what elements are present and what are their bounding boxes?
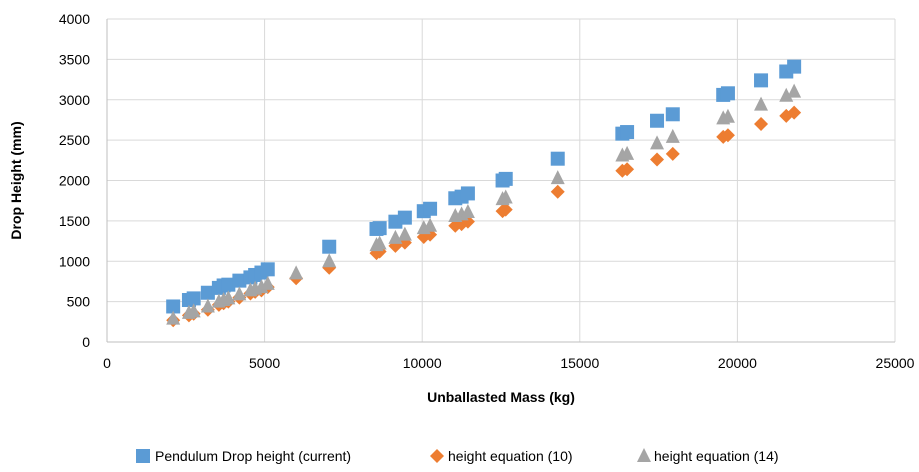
series-square-points [166, 59, 802, 314]
legend-item: Pendulum Drop height (current) [136, 448, 351, 464]
x-tick-label: 25000 [876, 355, 915, 371]
data-point-square [498, 171, 513, 186]
data-point-square [372, 221, 387, 236]
y-tick-labels: 0 500 1000 1500 2000 2500 3000 3500 4000 [59, 11, 90, 350]
data-point-diamond [620, 162, 635, 177]
data-point-square [200, 285, 215, 300]
legend-item: height equation (14) [637, 448, 779, 464]
data-point-triangle [720, 108, 735, 123]
legend-label: height equation (14) [654, 448, 779, 464]
data-point-square [460, 186, 475, 201]
y-tick-label: 2500 [59, 132, 90, 148]
data-point-square [787, 59, 802, 74]
data-point-diamond [787, 105, 802, 120]
legend-marker-diamond [430, 449, 444, 463]
data-point-triangle [221, 290, 236, 305]
data-point-square [550, 151, 565, 166]
legend-item: height equation (10) [430, 448, 573, 464]
data-point-triangle [200, 298, 215, 313]
data-point-triangle [260, 275, 275, 290]
y-tick-label: 4000 [59, 11, 90, 27]
x-tick-label: 20000 [718, 355, 757, 371]
data-point-square [397, 210, 412, 225]
data-point-triangle [166, 310, 181, 325]
y-tick-label: 3500 [59, 51, 90, 67]
data-point-diamond [550, 184, 565, 199]
data-point-triangle [322, 253, 337, 268]
data-point-square [423, 201, 438, 216]
data-point-diamond [754, 116, 769, 131]
legend-label: Pendulum Drop height (current) [155, 448, 351, 464]
data-point-triangle [186, 303, 201, 318]
x-tick-label: 0 [103, 355, 111, 371]
y-tick-label: 2000 [59, 173, 90, 189]
legend-marker-square [136, 449, 150, 463]
x-tick-label: 10000 [403, 355, 442, 371]
y-tick-label: 500 [67, 294, 91, 310]
data-point-triangle [498, 189, 513, 204]
legend-marker-triangle [637, 448, 651, 462]
y-axis-title: Drop Height (mm) [8, 121, 24, 239]
y-tick-label: 0 [82, 334, 90, 350]
data-points [166, 59, 802, 328]
data-point-triangle [372, 235, 387, 250]
data-point-square [232, 273, 247, 288]
data-point-triangle [620, 145, 635, 160]
data-point-square [166, 299, 181, 314]
data-point-square [322, 239, 337, 254]
legend-label: height equation (10) [448, 448, 573, 464]
x-tick-label: 5000 [249, 355, 280, 371]
data-point-triangle [289, 265, 304, 280]
y-tick-label: 3000 [59, 92, 90, 108]
data-point-triangle [397, 226, 412, 241]
data-point-square [620, 125, 635, 140]
gridlines [107, 18, 896, 342]
data-point-diamond [650, 152, 665, 167]
legend: Pendulum Drop height (current) height equ… [136, 448, 779, 464]
x-tick-labels: 0 5000 10000 15000 20000 25000 [103, 355, 915, 371]
data-point-square [754, 73, 769, 88]
data-point-square [221, 277, 236, 292]
data-point-diamond [720, 128, 735, 143]
data-point-diamond [498, 202, 513, 217]
data-point-square [186, 291, 201, 306]
data-point-triangle [460, 203, 475, 218]
series-triangle-points [166, 83, 802, 325]
x-tick-label: 15000 [560, 355, 599, 371]
data-point-triangle [423, 217, 438, 232]
data-point-triangle [754, 96, 769, 111]
data-point-square [650, 113, 665, 128]
y-tick-label: 1500 [59, 213, 90, 229]
data-point-triangle [665, 128, 680, 143]
data-point-diamond [665, 146, 680, 161]
data-point-square [260, 262, 275, 277]
axes [106, 19, 895, 343]
data-point-triangle [650, 135, 665, 150]
y-tick-label: 1000 [59, 253, 90, 269]
data-point-triangle [779, 87, 794, 102]
data-point-square [665, 107, 680, 122]
data-point-triangle [787, 83, 802, 98]
data-point-triangle [232, 286, 247, 301]
x-axis-title: Unballasted Mass (kg) [427, 389, 575, 405]
data-point-square [720, 86, 735, 101]
data-point-triangle [550, 170, 565, 185]
